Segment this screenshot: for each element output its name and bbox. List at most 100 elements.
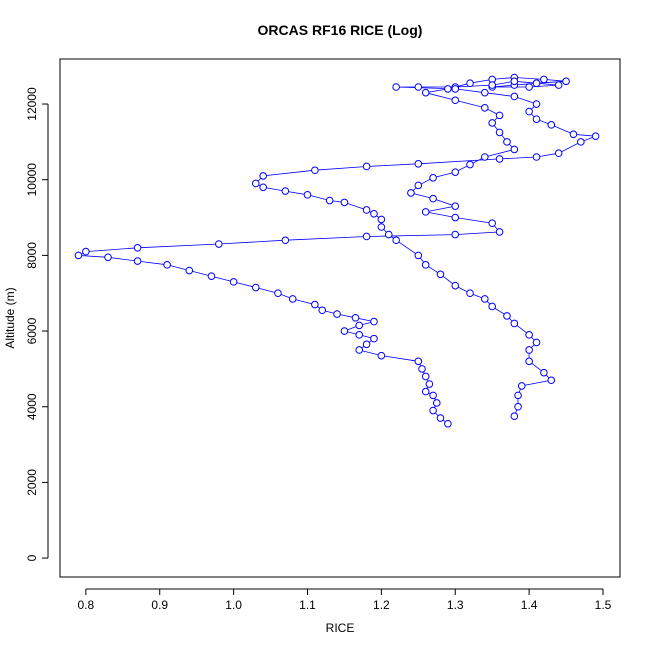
data-point [418, 365, 426, 373]
x-tick-label: 1.3 [447, 598, 464, 612]
data-point [229, 278, 238, 286]
y-tick-label: 2000 [25, 469, 39, 496]
data-point [481, 88, 489, 97]
y-tick-label: 10000 [25, 163, 39, 197]
y-axis-label: Altitude (m) [3, 287, 17, 348]
data-point [451, 168, 460, 176]
data-point [414, 83, 423, 91]
data-point [444, 85, 452, 93]
data-point [251, 179, 260, 188]
data-point [74, 251, 83, 260]
data-point [451, 230, 460, 239]
data-point [421, 208, 430, 216]
data-point [562, 77, 570, 86]
data-point [429, 406, 437, 415]
data-point [429, 174, 437, 182]
data-point [429, 391, 437, 400]
x-axis-label: RICE [326, 621, 355, 635]
data-point [466, 289, 474, 298]
data-point [444, 419, 452, 428]
y-tick-label: 8000 [25, 242, 39, 269]
data-point [259, 183, 267, 192]
data-point [451, 202, 460, 210]
x-tick-label: 1.5 [595, 598, 612, 612]
data-point [421, 387, 430, 396]
data-point [495, 111, 504, 120]
data-point [288, 295, 297, 303]
x-tick-label: 1.0 [225, 598, 242, 612]
data-point [451, 281, 460, 290]
data-point [510, 145, 519, 154]
data-point [340, 198, 349, 207]
data-point [325, 196, 334, 205]
data-point [532, 115, 541, 123]
data-point [577, 138, 585, 146]
data-point [407, 189, 415, 197]
data-point [414, 160, 423, 168]
data-point [163, 261, 171, 269]
data-point [370, 209, 378, 218]
data-point [547, 376, 556, 385]
data-point [488, 302, 496, 311]
data-point [510, 412, 519, 420]
data-point [133, 257, 142, 265]
data-point [532, 338, 541, 347]
data-point [370, 317, 378, 326]
data-point [414, 251, 423, 260]
data-point [466, 160, 474, 169]
data-point [392, 236, 400, 245]
data-point [532, 153, 541, 161]
data-point [333, 310, 341, 318]
data-point [318, 306, 327, 315]
data-point [495, 128, 504, 137]
data-point [215, 240, 223, 248]
data-point [303, 191, 312, 199]
data-point [377, 351, 386, 360]
data-point [377, 223, 386, 231]
data-point [436, 414, 445, 422]
data-point [540, 75, 548, 84]
data-point [185, 266, 194, 275]
data-point [488, 81, 496, 89]
x-tick-label: 1.1 [299, 598, 316, 612]
data-point [421, 88, 430, 97]
data-point [488, 219, 496, 228]
y-tick-label: 6000 [25, 317, 39, 344]
data-point [547, 121, 556, 129]
data-point [362, 162, 371, 171]
data-point [133, 244, 142, 252]
data-point [451, 85, 460, 93]
data-point [377, 215, 386, 224]
data-point [425, 380, 434, 388]
data-point [591, 132, 600, 140]
data-point [540, 368, 548, 377]
data-point [351, 314, 360, 322]
data-point [510, 319, 519, 328]
data-point [259, 172, 267, 180]
data-point [436, 270, 445, 279]
y-tick-label: 4000 [25, 393, 39, 420]
data-point [355, 346, 364, 354]
data-point [414, 181, 423, 190]
data-point [281, 236, 290, 245]
data-point [451, 213, 460, 222]
chart-title: ORCAS RF16 RICE (Log) [258, 22, 423, 38]
data-point [384, 230, 393, 239]
data-point [274, 289, 282, 298]
data-point [481, 104, 489, 112]
data-point [432, 399, 441, 407]
data-point [514, 391, 522, 400]
data-point [495, 228, 504, 236]
data-point [355, 331, 364, 339]
data-point [466, 79, 474, 88]
data-point [510, 92, 519, 101]
data-point [421, 261, 430, 269]
data-point [481, 295, 489, 303]
data-point [104, 253, 112, 262]
plot-box [59, 58, 621, 578]
data-point [503, 312, 511, 320]
x-tick-label: 0.9 [151, 598, 168, 612]
data-point [554, 149, 563, 158]
